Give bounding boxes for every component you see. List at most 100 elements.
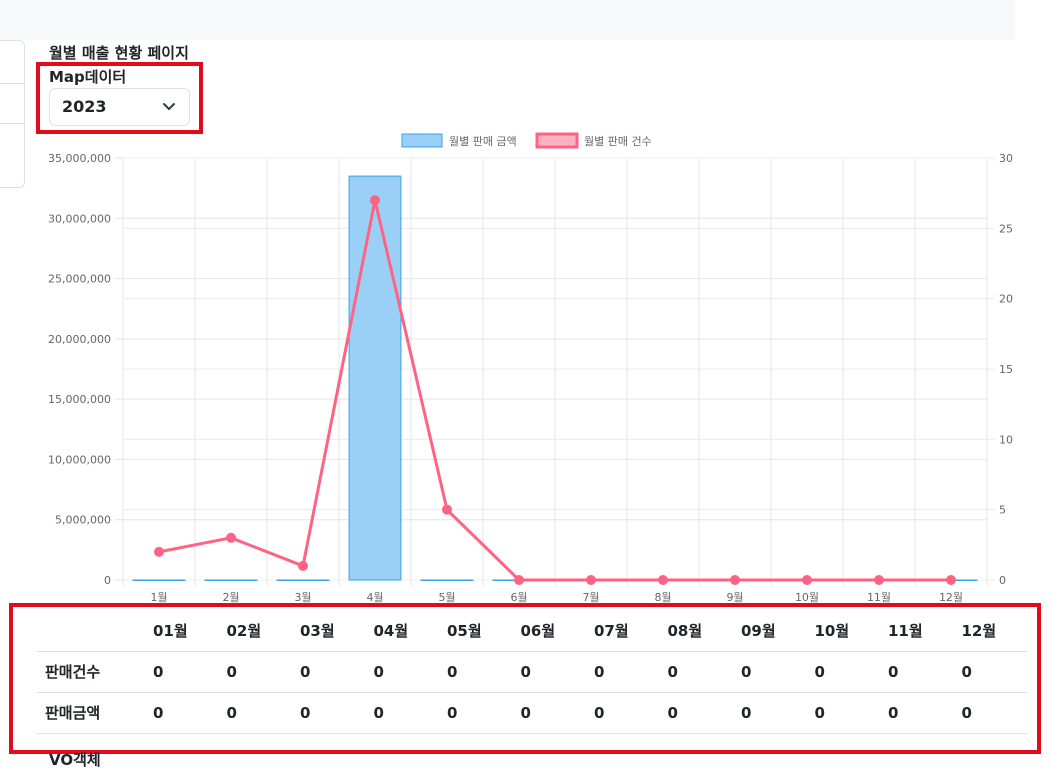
chart-bar [420, 579, 474, 581]
table-cell: 0 [659, 692, 733, 734]
vo-object-label: VO객체 [49, 751, 101, 769]
table-row-label: 판매건수 [37, 651, 145, 693]
side-card-divider [0, 83, 24, 84]
y-left-tick-label: 30,000,000 [48, 212, 111, 225]
table-header-month: 07월 [586, 610, 660, 652]
y-left-tick-label: 35,000,000 [48, 152, 111, 165]
chart-point [370, 195, 380, 206]
chart-line [158, 198, 951, 582]
y-right-tick-label: 10 [999, 433, 1013, 446]
table-row-label: 판매금액 [37, 692, 145, 734]
x-tick-label: 3월 [294, 591, 311, 604]
y-left-tick-label: 20,000,000 [48, 333, 111, 346]
page-title: 월별 매출 현황 페이지 [49, 44, 189, 62]
table-cell: 0 [439, 692, 513, 734]
table-cell: 0 [586, 692, 660, 734]
chart-point [802, 575, 812, 585]
chart-point [154, 546, 164, 557]
table-cell: 0 [586, 651, 660, 693]
x-tick-label: 9월 [726, 591, 743, 604]
chart-bar [132, 579, 186, 581]
y-left-tick-label: 25,000,000 [48, 273, 111, 286]
y-left-tick-label: 10,000,000 [48, 453, 111, 466]
table-cell: 0 [218, 692, 292, 734]
y-left-tick-label: 5,000,000 [55, 514, 111, 527]
chart-grid [115, 157, 995, 586]
table-cell: 0 [439, 651, 513, 693]
legend-swatch-bar [401, 133, 443, 148]
x-tick-label: 1월 [150, 591, 167, 604]
chart-axes: 0 5,000,000 10,000,000 15,000,000 20,000,000… [48, 152, 1013, 604]
table-header-month: 12월 [953, 610, 1027, 652]
chart-bar [204, 579, 258, 581]
y-right-tick-label: 20 [999, 293, 1013, 306]
side-card [0, 40, 25, 188]
table-header-month: 10월 [806, 610, 880, 652]
table-header-month: 05월 [439, 610, 513, 652]
table-header-row: 01월 02월 03월 04월 05월 06월 07월 08월 09월 10월 11월 12월 [37, 610, 1027, 652]
sales-table: 01월 02월 03월 04월 05월 06월 07월 08월 09월 10월 11월 12월 판매건… [37, 610, 1027, 734]
table-cell: 0 [145, 692, 219, 734]
table-header-month: 11월 [880, 610, 954, 652]
table-header-month: 02월 [218, 610, 292, 652]
y-right-tick-label: 5 [999, 504, 1006, 517]
table-header-month: 03월 [292, 610, 366, 652]
table-cell: 0 [953, 692, 1027, 734]
chart-point [298, 560, 308, 571]
table-cell: 0 [880, 692, 954, 734]
y-right-tick-label: 25 [999, 222, 1013, 235]
table-header-month: 08월 [659, 610, 733, 652]
top-bar [0, 0, 1015, 40]
table-cell: 0 [806, 692, 880, 734]
table-cell: 0 [292, 692, 366, 734]
year-select[interactable]: 2023 [49, 88, 190, 126]
y-left-tick-label: 0 [104, 574, 111, 587]
chart-point [226, 532, 236, 543]
table-cell: 0 [512, 651, 586, 693]
chart-point [514, 575, 524, 585]
chart-legend: 월별 판매 금액 월별 판매 건수 [401, 132, 652, 149]
table-cell: 0 [145, 651, 219, 693]
chart-point [442, 504, 452, 515]
x-tick-label: 10월 [795, 591, 819, 604]
y-right-tick-label: 0 [999, 574, 1006, 587]
highlight-box-select [36, 62, 203, 134]
table-cell: 0 [292, 651, 366, 693]
highlight-box-table [9, 603, 1041, 754]
chart-point [586, 575, 596, 585]
chart-bar [276, 579, 330, 581]
x-tick-label: 5월 [438, 591, 455, 604]
chart-point [946, 575, 956, 585]
table-cell: 0 [953, 651, 1027, 693]
side-card-divider [0, 123, 24, 124]
y-left-tick-label: 15,000,000 [48, 393, 111, 406]
x-tick-label: 7월 [582, 591, 599, 604]
table-cell: 0 [512, 692, 586, 734]
chart-point [658, 575, 668, 585]
chart-line-series [154, 195, 956, 585]
y-right-tick-label: 15 [999, 363, 1013, 376]
table-header-month: 09월 [733, 610, 807, 652]
x-tick-label: 2월 [222, 591, 239, 604]
table-cell: 0 [733, 651, 807, 693]
x-tick-label: 8월 [654, 591, 671, 604]
chart-point [730, 575, 740, 585]
chart-bar [348, 175, 402, 581]
legend-label-line: 월별 판매 건수 [584, 135, 652, 148]
table-cell: 0 [659, 651, 733, 693]
table-cell: 0 [365, 651, 439, 693]
year-select-value: 2023 [62, 97, 107, 116]
chevron-down-icon [163, 103, 175, 110]
table-header-blank [37, 610, 145, 652]
sales-chart: 월별 판매 금액 월별 판매 건수 0 5,000,000 10,000,000 15,… [48, 132, 1013, 604]
x-tick-label: 4월 [366, 591, 383, 604]
map-data-label: Map데이터 [49, 68, 127, 86]
table-cell: 0 [365, 692, 439, 734]
legend-swatch-line [535, 132, 579, 149]
y-right-tick-label: 30 [999, 152, 1013, 165]
table-cell: 0 [733, 692, 807, 734]
table-header-month: 04월 [365, 610, 439, 652]
table-row: 판매건수 0 0 0 0 0 0 0 0 0 0 0 0 [37, 651, 1027, 693]
table-row: 판매금액 0 0 0 0 0 0 0 0 0 0 0 0 [37, 692, 1027, 734]
table-cell: 0 [218, 651, 292, 693]
